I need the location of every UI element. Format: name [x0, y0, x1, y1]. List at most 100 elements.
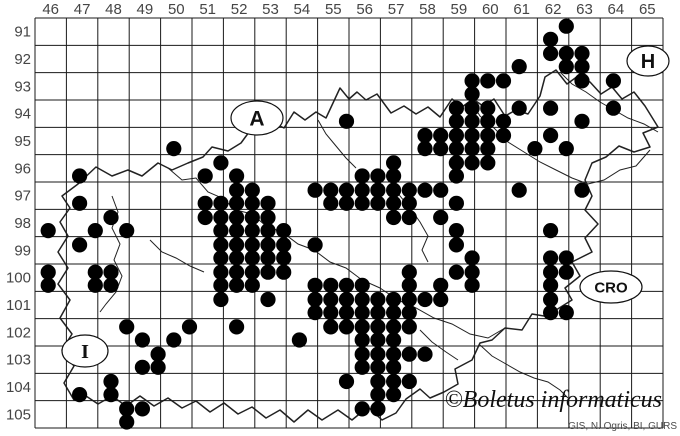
occurrence-dot [229, 277, 245, 293]
grid-col-label: 50 [168, 1, 185, 18]
occurrence-dot [480, 73, 496, 89]
occurrence-dot [276, 264, 292, 280]
occurrence-dot [574, 45, 590, 62]
occurrence-dot [464, 73, 480, 89]
occurrence-dot [229, 319, 245, 335]
occurrence-dot [103, 373, 119, 390]
occurrence-dot [244, 277, 260, 293]
occurrence-dot [558, 141, 574, 157]
occurrence-dot [370, 346, 386, 362]
occurrence-dot [323, 291, 339, 308]
grid-row-label: 92 [14, 51, 31, 68]
grid-row-label: 95 [14, 133, 31, 150]
grid-row-label: 103 [6, 352, 31, 369]
occurrence-dot [87, 277, 103, 293]
grid-col-label: 49 [137, 1, 154, 18]
occurrence-dot [260, 223, 276, 239]
occurrence-dot [244, 182, 260, 198]
occurrence-dot [276, 237, 292, 253]
occurrence-dot [558, 305, 574, 321]
river-savinja [391, 181, 429, 263]
occurrence-dot [495, 113, 512, 129]
occurrence-dot [401, 264, 417, 280]
occurrence-dot [370, 359, 386, 375]
occurrence-dot [464, 86, 480, 102]
occurrence-dot [323, 182, 339, 198]
grid-row-label: 100 [6, 270, 31, 287]
occurrence-dot [370, 319, 386, 335]
occurrence-dot [87, 223, 103, 239]
occurrence-dot [307, 277, 323, 293]
occurrence-dot [448, 168, 464, 184]
grid-col-label: 52 [231, 1, 248, 18]
occurrence-dot [433, 291, 449, 308]
occurrence-dot [464, 155, 480, 171]
occurrence-dot [495, 127, 512, 144]
occurrence-dot [386, 209, 402, 226]
grid-col-label: 60 [482, 1, 499, 18]
occurrence-dot [213, 264, 229, 280]
occurrence-dot [448, 237, 464, 253]
occurrence-dot [150, 346, 166, 362]
occurrence-dot [103, 209, 119, 226]
occurrence-dots [40, 18, 622, 430]
occurrence-dot [543, 250, 559, 266]
occurrence-dot [433, 277, 449, 293]
occurrence-dot [150, 359, 166, 375]
occurrence-dot [464, 127, 480, 144]
occurrence-dot [276, 250, 292, 266]
occurrence-dot [370, 305, 386, 321]
occurrence-dot [244, 223, 260, 239]
occurrence-dot [464, 100, 480, 116]
occurrence-dot [386, 155, 402, 171]
occurrence-dot [213, 237, 229, 253]
occurrence-dot [197, 195, 213, 211]
occurrence-dot [134, 359, 150, 375]
occurrence-dot [448, 223, 464, 239]
occurrence-dot [386, 387, 402, 403]
grid-row-label: 91 [14, 24, 31, 41]
occurrence-dot [197, 209, 213, 226]
occurrence-dot [40, 277, 56, 293]
occurrence-dot [244, 250, 260, 266]
occurrence-dot [40, 264, 56, 280]
country-label-hungary: H [626, 45, 670, 77]
grid-col-label: 53 [262, 1, 279, 18]
occurrence-dot [229, 237, 245, 253]
occurrence-dot [119, 319, 135, 335]
occurrence-dot [291, 332, 307, 348]
occurrence-dot [244, 237, 260, 253]
occurrence-dot [417, 182, 433, 198]
country-label-croatia: CRO [579, 270, 643, 304]
occurrence-dot [480, 113, 496, 129]
occurrence-dot [276, 223, 292, 239]
occurrence-dot [448, 100, 464, 116]
occurrence-dot [229, 195, 245, 211]
occurrence-dot [386, 195, 402, 211]
occurrence-dot [386, 305, 402, 321]
occurrence-dot [338, 305, 355, 321]
occurrence-dot [134, 332, 150, 348]
occurrence-dot [354, 182, 370, 198]
occurrence-dot [464, 113, 480, 129]
occurrence-dot [543, 45, 559, 62]
occurrence-dot [401, 195, 417, 211]
occurrence-dot [103, 387, 119, 403]
occurrence-dot [464, 141, 480, 157]
occurrence-dot [543, 291, 559, 308]
grid-row-label: 105 [6, 406, 31, 423]
grid-col-label: 54 [294, 1, 311, 18]
occurrence-dot [338, 113, 355, 129]
occurrence-dot [511, 182, 527, 198]
occurrence-dot [433, 127, 449, 144]
copyright-watermark: ©Boletus informaticus [444, 387, 662, 413]
occurrence-dot [401, 305, 417, 321]
occurrence-dot [401, 209, 417, 226]
grid-col-label: 51 [199, 1, 216, 18]
occurrence-dot [229, 182, 245, 198]
grid-col-label: 58 [419, 1, 436, 18]
country-letter-text: A [249, 108, 264, 131]
occurrence-dot [229, 168, 245, 184]
occurrence-dot [605, 100, 622, 116]
